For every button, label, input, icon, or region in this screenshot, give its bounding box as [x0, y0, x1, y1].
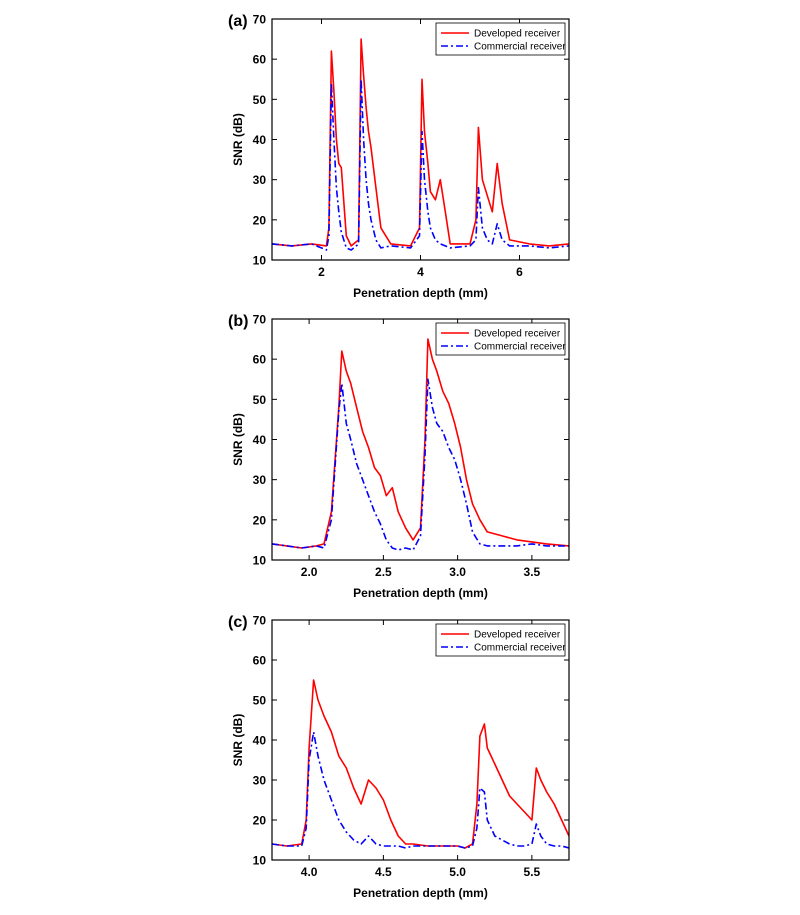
- x-tick-label: 5.0: [449, 865, 466, 879]
- legend-label: Developed receiver: [474, 29, 561, 40]
- y-tick-label: 70: [253, 313, 267, 327]
- panel-label: (c): [228, 614, 248, 631]
- chart-panel-3: (c) 4.0 4.5 5.0 5.5 10 20 30 40 50 60 70 Penetration…: [228, 614, 570, 900]
- y-tick-label: 40: [253, 133, 267, 147]
- y-tick-label: 30: [253, 473, 267, 487]
- series-line-commercial: [272, 78, 569, 251]
- chart-panel-2: (b) 2.0 2.5 3.0 3.5 10 20 30 40 50 60 70 Penetration…: [228, 313, 570, 600]
- x-tick-label: 3.5: [524, 565, 541, 579]
- y-axis-title: SNR (dB): [231, 714, 245, 767]
- legend: Developed receiver Commercial receiver: [435, 322, 566, 356]
- legend-box: [435, 22, 566, 56]
- legend-label: Developed receiver: [474, 329, 561, 340]
- x-axis-title: Penetration depth (mm): [353, 286, 488, 300]
- x-axis-title: Penetration depth (mm): [353, 586, 488, 600]
- x-tick-label: 2.0: [301, 565, 318, 579]
- series-line-commercial: [272, 731, 569, 849]
- x-tick-label: 3.0: [449, 565, 466, 579]
- y-tick-label: 20: [253, 814, 267, 828]
- series-line-developed: [272, 338, 569, 549]
- x-tick-label: 2: [318, 265, 325, 279]
- legend-label: Commercial receiver: [474, 42, 566, 53]
- y-tick-label: 60: [253, 53, 267, 67]
- y-tick-label: 50: [253, 393, 267, 407]
- x-tick-label: 2.5: [375, 565, 392, 579]
- legend-box: [435, 322, 566, 356]
- x-tick-label: 5.5: [524, 865, 541, 879]
- x-tick-label: 4.5: [375, 865, 392, 879]
- x-tick-label: 4: [417, 265, 424, 279]
- y-tick-label: 60: [253, 654, 267, 668]
- y-tick-label: 20: [253, 213, 267, 227]
- y-axis-title: SNR (dB): [231, 113, 245, 166]
- x-axis-title: Penetration depth (mm): [353, 886, 488, 900]
- legend-label: Commercial receiver: [474, 342, 566, 353]
- x-tick-label: 6: [516, 265, 523, 279]
- panel-label: (a): [228, 13, 248, 30]
- series-line-developed: [272, 38, 569, 247]
- y-tick-label: 30: [253, 173, 267, 187]
- y-tick-label: 10: [253, 554, 267, 568]
- legend-box: [435, 623, 566, 657]
- y-tick-label: 40: [253, 433, 267, 447]
- series-line-developed: [272, 679, 569, 849]
- legend-label: Developed receiver: [474, 630, 561, 641]
- series-line-commercial: [272, 378, 569, 551]
- chart-panel-1: (a) 2 4 6 10 20 30 40 50 60 70 Penetration depth (m…: [228, 13, 570, 300]
- legend-label: Commercial receiver: [474, 643, 566, 654]
- y-tick-label: 10: [253, 854, 267, 868]
- y-tick-label: 50: [253, 93, 267, 107]
- y-tick-label: 10: [253, 254, 267, 268]
- panel-label: (b): [228, 313, 248, 330]
- y-tick-label: 40: [253, 734, 267, 748]
- y-axis-title: SNR (dB): [231, 413, 245, 466]
- y-tick-label: 70: [253, 614, 267, 628]
- y-tick-label: 20: [253, 513, 267, 527]
- legend: Developed receiver Commercial receiver: [435, 22, 566, 56]
- legend: Developed receiver Commercial receiver: [435, 623, 566, 657]
- x-tick-label: 4.0: [301, 865, 318, 879]
- y-tick-label: 50: [253, 694, 267, 708]
- y-tick-label: 60: [253, 353, 267, 367]
- y-tick-label: 30: [253, 774, 267, 788]
- y-tick-label: 70: [253, 13, 267, 27]
